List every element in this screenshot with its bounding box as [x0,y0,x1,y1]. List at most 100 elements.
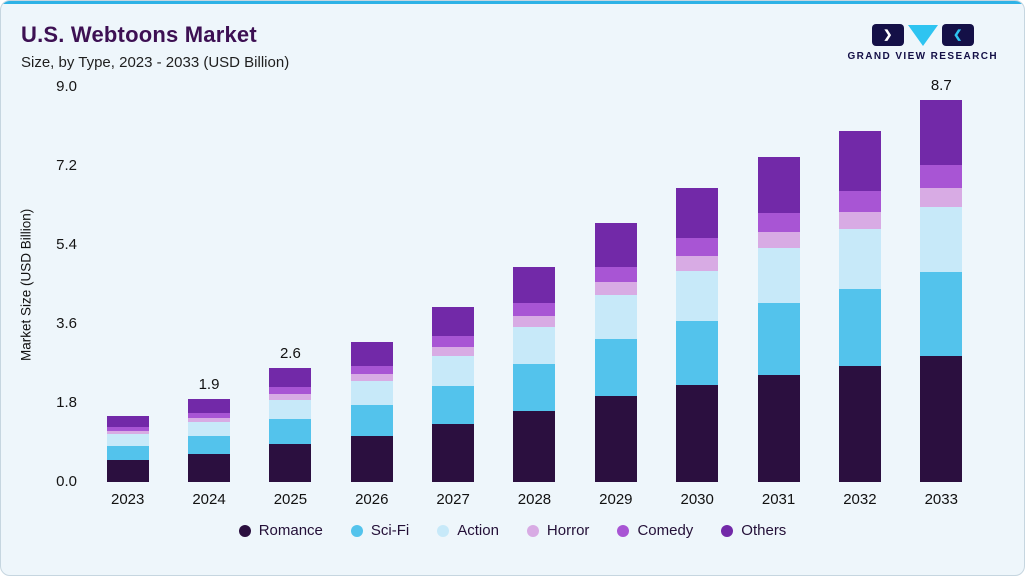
legend-label: Horror [546,522,590,539]
bar-group: 2028 [494,87,575,508]
legend-label: Romance [258,522,323,539]
bar-segment-action [513,327,556,364]
bar-segment-others [594,222,637,267]
bar-segment-others [838,130,881,191]
bar-group: 2032 [819,87,900,508]
bar-segment-sci-fi [757,303,800,375]
bar-area [757,87,800,482]
bar-segment-romance [432,424,475,482]
bar-stack [188,398,231,482]
bar-segment-action [594,295,637,340]
top-accent-bar [1,1,1024,4]
bar-segment-romance [269,444,312,482]
bar-stack [513,267,556,482]
bar-segment-comedy [513,303,556,317]
legend-item: Sci-Fi [350,522,410,539]
bar-stack [432,306,475,482]
x-axis-label: 2028 [517,491,552,508]
bar-area [350,87,393,482]
logo-triangle-icon [907,24,938,46]
legend-label: Comedy [637,522,694,539]
bar-stack [106,416,149,482]
legend-item: Others [721,522,786,539]
bar-segment-horror [269,394,312,401]
bar-stack [676,188,719,482]
bar-area [106,87,149,482]
bar-segment-horror [838,211,881,230]
y-tick-label: 3.6 [56,315,77,332]
bar-group: 2027 [412,87,493,508]
legend-label: Action [457,522,499,539]
bar-segment-action [920,207,963,273]
x-axis-label: 2033 [924,491,958,508]
x-axis-label: 2026 [355,491,389,508]
plot-area: 2023 1.9 2024 2.6 2025 2026 2027 2028 2029 2030 20… [87,77,982,508]
bar-group: 2.6 2025 [250,87,331,508]
bar-segment-others [350,341,393,366]
bar-segment-romance [838,366,881,482]
bar-segment-comedy [757,212,800,232]
bar-segment-others [106,416,149,428]
bar-segment-romance [676,385,719,482]
page-title: U.S. Webtoons Market [21,22,257,47]
x-axis-label: 2025 [273,491,308,508]
bar-segment-others [920,100,963,166]
bar-segment-romance [920,356,963,482]
bar-stack [350,341,393,482]
bar-segment-sci-fi [432,385,475,425]
bar-area [432,87,475,482]
x-axis-label: 2024 [192,491,226,508]
legend-swatch [437,524,450,537]
bar-segment-horror [188,417,231,423]
bar-area [676,87,719,482]
bar-segment-horror [106,431,149,435]
bar-segment-comedy [676,238,719,256]
bar-segment-action [676,270,719,321]
bar-segment-sci-fi [513,363,556,411]
y-tick-label: 9.0 [56,78,77,95]
bar-segment-others [676,188,719,239]
y-tick-label: 7.2 [56,157,77,174]
bar-segment-horror [432,346,475,356]
bar-segment-horror [920,187,963,208]
bar-segment-horror [676,255,719,271]
bar-stack [594,222,637,482]
bar-segment-action [269,400,312,420]
bar-value-label: 8.7 [930,77,952,95]
bar-segment-sci-fi [594,339,637,397]
bar-segment-others [188,398,231,413]
legend: Romance Sci-Fi Action Horror Comedy Others [1,522,1024,539]
logo-text: GRAND VIEW RESEARCH [847,51,998,62]
bar-stack [920,100,963,482]
bar-segment-sci-fi [188,436,231,455]
legend-item: Romance [238,522,323,539]
x-axis-label: 2023 [110,491,145,508]
bar-segment-sci-fi [269,419,312,445]
bar-segment-action [838,229,881,289]
bar-segment-action [350,381,393,405]
bar-group: 2030 [657,87,738,508]
bar-stack [269,368,312,482]
bar-segment-comedy [106,427,149,432]
bar-segment-comedy [594,266,637,283]
bar-stack [838,130,881,482]
bar-segment-romance [188,454,231,482]
brand-logo: ❯ ❮ GRAND VIEW RESEARCH [848,22,999,62]
bar-area [513,87,556,482]
bar-segment-romance [513,410,556,482]
bar-segment-sci-fi [106,445,149,461]
bar-area [594,87,637,482]
bar-stack [757,157,800,482]
bar-segment-others [269,368,312,388]
x-axis-label: 2032 [843,491,877,508]
bar-segment-others [432,306,475,337]
bar-segment-comedy [269,387,312,395]
bar-segment-others [757,157,800,213]
legend-item: Horror [526,522,590,539]
legend-label: Sci-Fi [370,522,410,539]
bar-segment-horror [594,282,637,296]
bar-segment-comedy [920,165,963,188]
bar-segment-action [188,422,231,437]
bar-value-label: 2.6 [279,345,301,363]
